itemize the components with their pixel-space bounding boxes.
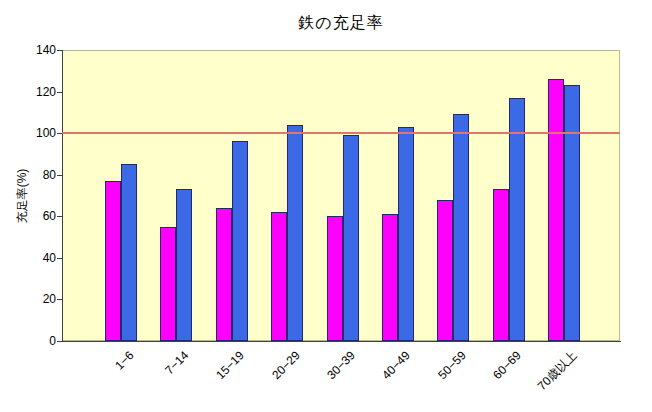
y-axis-tick xyxy=(57,341,62,342)
iron-sufficiency-bar-chart: 鉄の充足率 充足率(%) 0204060801001201401−67−1415… xyxy=(0,0,652,412)
bar-magenta-series-3 xyxy=(216,208,232,341)
bar-magenta-series-8 xyxy=(493,189,509,341)
x-axis-line xyxy=(62,341,621,342)
x-category-label: 1−6 xyxy=(113,349,137,373)
y-tick-label: 40 xyxy=(26,251,56,265)
bar-magenta-series-1 xyxy=(105,181,121,341)
y-axis-tick xyxy=(57,258,62,259)
bar-magenta-series-2 xyxy=(160,227,176,341)
bar-blue-series-2 xyxy=(176,189,192,341)
y-axis-tick xyxy=(57,299,62,300)
bar-blue-series-1 xyxy=(121,164,137,341)
bar-blue-series-5 xyxy=(343,135,359,341)
y-tick-label: 0 xyxy=(26,334,56,348)
y-axis-tick xyxy=(57,175,62,176)
bar-blue-series-9 xyxy=(564,85,580,341)
y-tick-label: 80 xyxy=(26,168,56,182)
y-tick-label: 120 xyxy=(26,85,56,99)
bar-magenta-series-6 xyxy=(382,214,398,341)
y-tick-label: 100 xyxy=(26,126,56,140)
x-category-label: 40−49 xyxy=(380,349,413,382)
bar-blue-series-8 xyxy=(509,98,525,341)
bar-blue-series-3 xyxy=(232,141,248,341)
bar-magenta-series-4 xyxy=(271,212,287,341)
bar-blue-series-4 xyxy=(287,125,303,341)
bar-magenta-series-5 xyxy=(327,216,343,341)
bar-magenta-series-9 xyxy=(548,79,564,341)
y-tick-label: 60 xyxy=(26,209,56,223)
x-category-label: 50−59 xyxy=(436,349,469,382)
x-category-label: 70歳以上 xyxy=(535,349,579,393)
x-category-label: 60−69 xyxy=(491,349,524,382)
x-category-label: 7−14 xyxy=(163,349,191,377)
y-axis-line xyxy=(62,50,63,342)
reference-line-100 xyxy=(62,132,620,134)
y-tick-label: 140 xyxy=(26,43,56,57)
x-category-label: 30−39 xyxy=(325,349,358,382)
bar-blue-series-6 xyxy=(398,127,414,341)
y-tick-label: 20 xyxy=(26,292,56,306)
y-axis-tick xyxy=(57,50,62,51)
bar-magenta-series-7 xyxy=(437,200,453,341)
y-axis-tick xyxy=(57,216,62,217)
x-category-label: 15−19 xyxy=(214,349,247,382)
chart-title: 鉄の充足率 xyxy=(62,13,620,34)
bar-blue-series-7 xyxy=(453,114,469,341)
y-axis-tick xyxy=(57,92,62,93)
x-category-label: 20−29 xyxy=(269,349,302,382)
